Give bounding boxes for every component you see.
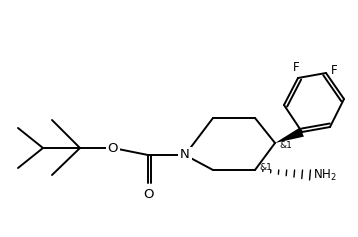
Text: N: N (180, 149, 190, 161)
Text: F: F (293, 61, 299, 74)
Polygon shape (275, 127, 304, 143)
Text: NH$_2$: NH$_2$ (313, 168, 337, 182)
Text: &1: &1 (279, 141, 292, 150)
Text: O: O (143, 188, 153, 201)
Text: F: F (331, 64, 338, 77)
Text: &1: &1 (259, 164, 272, 173)
Text: O: O (108, 141, 118, 155)
